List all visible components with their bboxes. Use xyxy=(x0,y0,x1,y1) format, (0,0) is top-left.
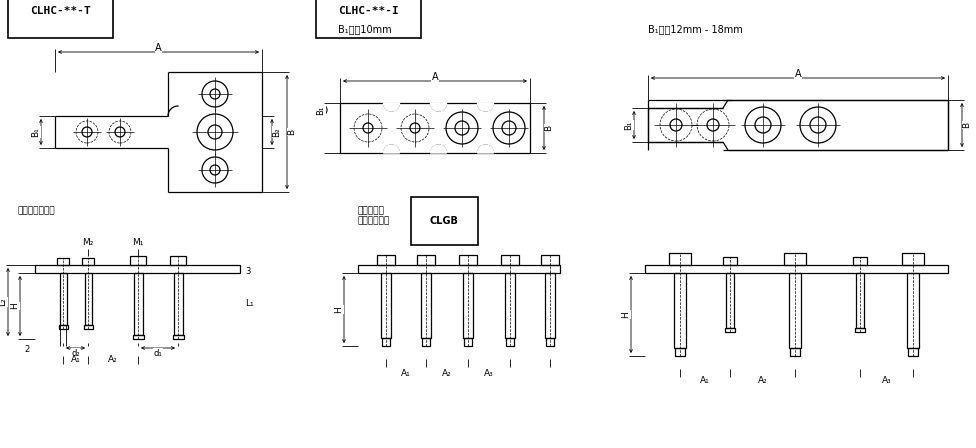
Text: B: B xyxy=(545,125,553,131)
Bar xyxy=(725,328,735,332)
Text: 动力夹块用
定心导向套筒: 动力夹块用 定心导向套筒 xyxy=(358,206,390,225)
Text: d₁: d₁ xyxy=(153,349,162,358)
Text: A₂: A₂ xyxy=(108,356,118,365)
Bar xyxy=(541,255,559,265)
Text: H: H xyxy=(622,311,630,318)
Polygon shape xyxy=(430,103,446,111)
Bar xyxy=(545,273,555,338)
Bar xyxy=(902,253,924,265)
Bar xyxy=(340,103,530,153)
Text: A₁: A₁ xyxy=(700,376,710,385)
Bar xyxy=(421,273,431,338)
Text: B₁: B₁ xyxy=(31,127,40,137)
Bar xyxy=(381,273,391,338)
Bar xyxy=(645,265,948,273)
Bar xyxy=(506,338,514,346)
Bar xyxy=(459,255,477,265)
Text: A: A xyxy=(794,69,801,79)
Bar xyxy=(669,253,691,265)
Text: B₂: B₂ xyxy=(272,127,281,137)
Text: B: B xyxy=(962,122,971,128)
Text: CLHC-**-I: CLHC-**-I xyxy=(338,6,399,16)
Text: M₂: M₂ xyxy=(82,238,94,247)
Bar xyxy=(57,258,69,265)
Bar xyxy=(723,257,737,265)
Bar xyxy=(790,348,800,356)
Text: CLHC-**-T: CLHC-**-T xyxy=(30,6,91,16)
Bar xyxy=(464,338,472,346)
Bar xyxy=(358,265,560,273)
Text: 内六角柱头螺栋: 内六角柱头螺栋 xyxy=(18,206,56,215)
Bar xyxy=(173,335,184,339)
Text: d₂: d₂ xyxy=(71,349,80,358)
Text: A: A xyxy=(155,43,162,53)
Text: M₁: M₁ xyxy=(133,238,143,247)
Bar xyxy=(377,255,395,265)
Text: L₂: L₂ xyxy=(0,297,8,306)
Text: 2: 2 xyxy=(24,345,29,354)
Bar xyxy=(726,273,734,328)
Polygon shape xyxy=(477,145,494,153)
Bar xyxy=(422,338,430,346)
Text: H: H xyxy=(335,306,344,313)
Text: A₃: A₃ xyxy=(881,376,891,385)
Bar xyxy=(675,348,685,356)
Bar xyxy=(789,273,801,348)
Bar xyxy=(133,335,144,339)
Text: B₁尺寷12mm - 18mm: B₁尺寷12mm - 18mm xyxy=(648,24,743,34)
Text: B₁: B₁ xyxy=(316,105,326,115)
Bar xyxy=(546,338,554,346)
Bar xyxy=(134,273,143,335)
Text: CLGB: CLGB xyxy=(430,216,459,226)
Text: B₁: B₁ xyxy=(625,121,633,129)
Bar xyxy=(907,273,919,348)
Text: L₁: L₁ xyxy=(245,298,254,307)
Bar xyxy=(853,257,867,265)
Bar xyxy=(174,273,183,335)
Polygon shape xyxy=(384,103,399,111)
Bar xyxy=(35,265,240,273)
Text: A₃: A₃ xyxy=(484,369,494,378)
Polygon shape xyxy=(477,103,494,111)
Bar xyxy=(908,348,918,356)
Text: B₁尺寷10mm: B₁尺寷10mm xyxy=(338,24,391,34)
Bar xyxy=(855,328,865,332)
Bar xyxy=(856,273,864,328)
Bar xyxy=(417,255,435,265)
Bar xyxy=(382,338,390,346)
Text: A: A xyxy=(431,72,438,82)
Bar xyxy=(674,273,686,348)
Text: A₂: A₂ xyxy=(442,369,452,378)
Polygon shape xyxy=(384,145,399,153)
Bar xyxy=(501,255,519,265)
Bar xyxy=(463,273,473,338)
Text: B: B xyxy=(288,129,297,135)
Bar xyxy=(505,273,515,338)
Polygon shape xyxy=(430,145,446,153)
Bar xyxy=(85,273,92,325)
Text: 3: 3 xyxy=(245,267,251,276)
Text: A₂: A₂ xyxy=(757,376,767,385)
Bar xyxy=(784,253,806,265)
Bar xyxy=(82,258,94,265)
Text: H: H xyxy=(11,303,20,310)
Bar xyxy=(60,273,67,325)
Bar xyxy=(130,256,146,265)
Bar xyxy=(170,256,186,265)
Bar xyxy=(84,325,93,329)
Text: A₁: A₁ xyxy=(70,356,80,365)
Bar xyxy=(59,325,68,329)
Text: A₁: A₁ xyxy=(401,369,411,378)
